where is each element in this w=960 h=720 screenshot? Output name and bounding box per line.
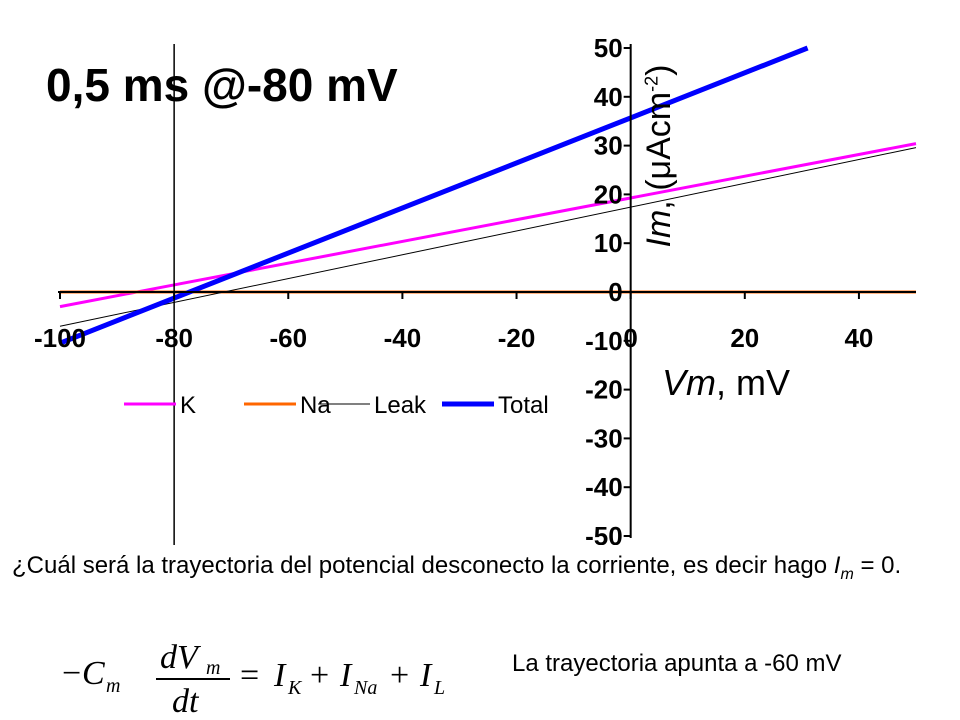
- eq-minus: −: [62, 655, 81, 692]
- membrane-equation: − C m dV m dt = I K + I Na + I L: [62, 639, 445, 718]
- x-tick-label: -60: [269, 323, 307, 353]
- x-tick-label: 40: [844, 323, 873, 353]
- eq-equals: =: [240, 657, 259, 694]
- series-line-total: [59, 45, 809, 346]
- x-tick-label: -100: [34, 323, 86, 353]
- eq-den: dt: [172, 683, 200, 718]
- x-axis-label-var: Vm: [662, 362, 716, 403]
- y-tick-label: -40: [585, 472, 623, 502]
- answer-text: La trayectoria apunta a -60 mV: [512, 650, 842, 677]
- y-tick-label: 10: [594, 228, 623, 258]
- question-end: = 0.: [853, 552, 902, 579]
- y-tick-label: 40: [594, 82, 623, 112]
- eq-IL-sub: L: [433, 677, 445, 699]
- x-axis-label-unit: , mV: [716, 362, 791, 403]
- y-axis-label: Im, (μAcm-2): [640, 36, 679, 276]
- y-axis-label-unit-b: ): [640, 64, 678, 76]
- question-sub: m: [840, 565, 854, 583]
- eq-num-d: dV: [160, 639, 202, 676]
- eq-num-sub: m: [206, 657, 220, 679]
- slide-title: 0,5 ms @-80 mV: [46, 59, 398, 111]
- eq-INa-sub: Na: [353, 677, 377, 699]
- y-tick-label: 30: [594, 131, 623, 161]
- x-axis-label: Vm, mV: [662, 362, 790, 404]
- y-axis-label-unit-a: , (μAcm: [640, 91, 678, 210]
- legend-label-k: K: [180, 392, 196, 419]
- y-axis-label-exp: -2: [641, 75, 662, 92]
- series-line-k: [59, 142, 917, 309]
- question-var: I: [833, 552, 841, 579]
- x-tick-label: -80: [155, 323, 193, 353]
- eq-C-sub: m: [106, 675, 120, 697]
- legend-label-leak: Leak: [374, 392, 427, 419]
- eq-IK-sub: K: [287, 677, 303, 699]
- y-tick-label: -50: [585, 521, 623, 545]
- x-tick-label: 20: [730, 323, 759, 353]
- eq-IK: I: [273, 657, 287, 694]
- legend-label-total: Total: [498, 392, 549, 419]
- y-tick-label: -30: [585, 423, 623, 453]
- y-axis-label-var: Im: [640, 209, 678, 248]
- question-text: ¿Cuál será la trayectoria del potencial …: [12, 550, 902, 591]
- y-tick-label: 0: [608, 277, 622, 307]
- series-line-leak: [59, 147, 917, 327]
- question-main: ¿Cuál será la trayectoria del potencial …: [12, 552, 834, 579]
- legend-label-na: Na: [300, 392, 331, 419]
- eq-IL: I: [419, 657, 433, 694]
- x-tick-label: 0: [623, 323, 637, 353]
- x-tick-label: -40: [384, 323, 422, 353]
- iv-chart: -100 -80 -60 -40 -20 0 20 4050403020100-10-20-3…: [34, 33, 917, 545]
- y-tick-label: -10: [585, 326, 623, 356]
- eq-C: C: [82, 655, 105, 692]
- y-tick-label: 20: [594, 179, 623, 209]
- eq-plus-1: +: [310, 657, 329, 694]
- x-tick-label: -20: [498, 323, 536, 353]
- eq-INa: I: [339, 657, 353, 694]
- eq-plus-2: +: [390, 657, 409, 694]
- y-tick-label: 50: [594, 33, 623, 63]
- y-tick-label: -20: [585, 375, 623, 405]
